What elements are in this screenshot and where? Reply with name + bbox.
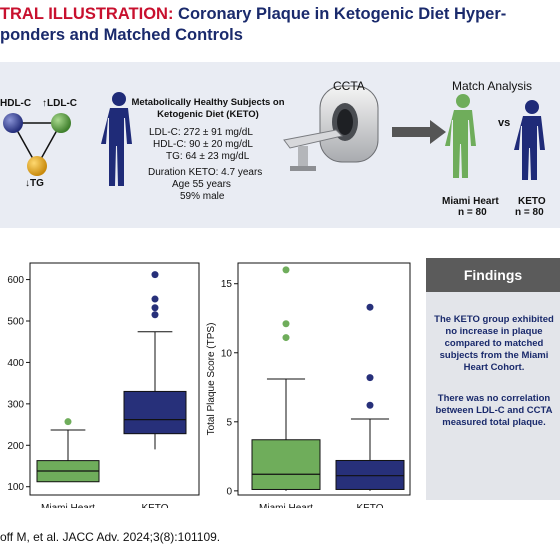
hdl-stat: HDL-C: 90 ± 20 mg/dL [153, 139, 253, 150]
tps-box-plot: 0 5 10 15 Miami Heart KETO Total Plaque Score … [206, 262, 411, 508]
y-axis-label: Total Plaque Score (TPS) [206, 323, 217, 436]
title-line1: Coronary Plaque in Ketogenic Diet Hyper- [178, 5, 507, 23]
title-line2: ponders and Matched Controls [0, 26, 243, 44]
outlier-point [151, 295, 159, 303]
subject-person-icon [101, 92, 132, 186]
category-label: KETO [141, 503, 168, 508]
study-design-graphics [3, 85, 545, 186]
y-tick-label: 100 [7, 482, 24, 493]
match-analysis-label: Match Analysis [452, 79, 533, 93]
category-label: Miami Heart [41, 503, 95, 508]
box-1 [335, 459, 405, 490]
keto-person-icon [514, 100, 545, 180]
arrow-icon [392, 120, 446, 144]
ct-scanner-icon [283, 85, 379, 171]
tg-sphere [27, 156, 47, 176]
outlier-point [366, 374, 374, 382]
outlier-point [151, 311, 159, 319]
category-label: Miami Heart [259, 503, 313, 508]
ccta-label: CCTA [333, 79, 365, 93]
hdl-label: HDL-C [0, 98, 32, 109]
y-tick-label: 10 [221, 348, 233, 359]
illustration-title: NTRAL ILLUSTRATION: Coronary Plaque in K… [0, 4, 560, 46]
group2-n: n = 80 [515, 207, 544, 218]
y-tick-label: 15 [221, 279, 233, 290]
box-1 [123, 390, 187, 435]
ldl-stat: LDL-C: 272 ± 91 mg/dL [149, 127, 253, 138]
tg-stat: TG: 64 ± 23 mg/dL [166, 151, 250, 162]
duration-stat: Duration KETO: 4.7 years [148, 167, 263, 178]
findings-title: Findings [426, 258, 560, 292]
male-stat: 59% male [180, 191, 225, 202]
outlier-point [282, 266, 290, 274]
y-tick-label: 300 [7, 399, 24, 410]
title-keyword: NTRAL ILLUSTRATION: [0, 5, 174, 23]
outlier-point [366, 401, 374, 409]
y-tick-label: 500 [7, 317, 24, 328]
group2-name: KETO [518, 196, 546, 207]
age-stat: Age 55 years [172, 179, 231, 190]
ldl-sphere [51, 113, 71, 133]
outlier-point [151, 304, 159, 312]
y-tick-label: 600 [7, 275, 24, 286]
citation: off M, et al. JACC Adv. 2024;3(8):101109… [0, 530, 221, 544]
box-0 [251, 439, 321, 490]
y-tick-label: 5 [226, 417, 232, 428]
outlier-point [366, 303, 374, 311]
category-label: KETO [356, 503, 383, 508]
y-tick-label: 400 [7, 358, 24, 369]
outlier-point [282, 320, 290, 328]
lipid-triangle [3, 113, 71, 176]
plot-frame [29, 262, 200, 496]
findings-panel [426, 258, 560, 500]
finding-1: The KETO group exhibited no increase in … [434, 314, 554, 373]
group1-n: n = 80 [458, 207, 487, 218]
outlier-point [64, 418, 72, 426]
group1-name: Miami Heart [442, 196, 499, 207]
y-tick-label: 0 [226, 486, 232, 497]
tg-label: ↓TG [25, 178, 44, 189]
miami-heart-person-icon [445, 94, 476, 178]
y-tick-label: 200 [7, 441, 24, 452]
vs-label: vs [498, 117, 511, 129]
outlier-point [282, 334, 290, 342]
ldl-label: ↑LDL-C [42, 98, 77, 109]
finding-2: There was no correlation between LDL-C a… [435, 393, 553, 428]
subjects-heading: Metabolically Healthy Subjects on Ketoge… [131, 97, 285, 120]
ldl-box-plot: 100 200 300 400 500 600 Miami Heart KETO [7, 262, 200, 508]
hdl-sphere [3, 113, 23, 133]
outlier-point [151, 271, 159, 279]
